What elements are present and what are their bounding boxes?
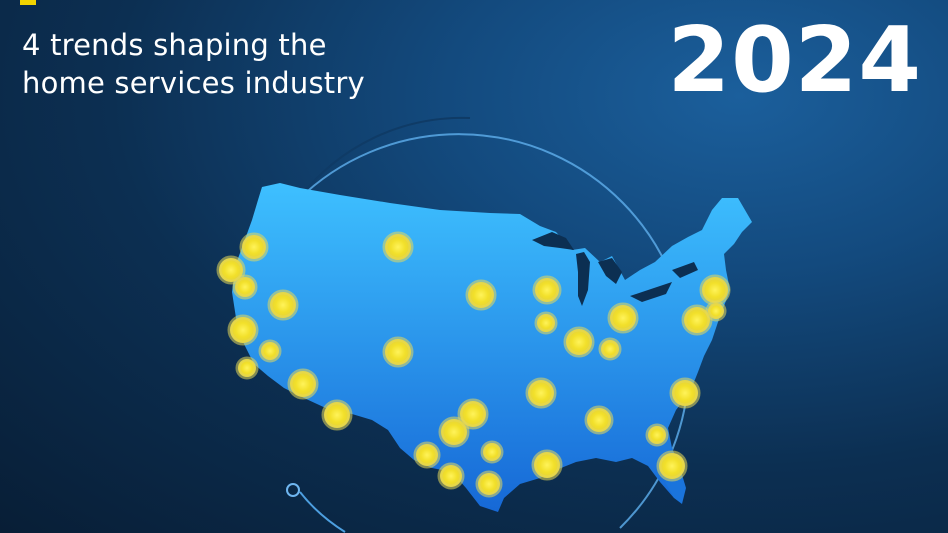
- location-dot: [216, 231, 731, 498]
- orbit-node: [286, 483, 300, 497]
- headline: 4 trends shaping the home services indus…: [22, 26, 365, 102]
- headline-line-2: home services industry: [22, 66, 365, 100]
- orbit-ring: [297, 133, 690, 529]
- orbit-tail: [299, 491, 346, 533]
- usa-map-shape: [232, 183, 752, 512]
- headline-line-1: 4 trends shaping the: [22, 28, 327, 62]
- city-markers: [216, 231, 731, 498]
- brand-corner-mark: [20, 0, 36, 5]
- year-label: 2024: [667, 8, 922, 113]
- orbit-ring-faint: [297, 116, 471, 201]
- great-lakes: [532, 232, 698, 306]
